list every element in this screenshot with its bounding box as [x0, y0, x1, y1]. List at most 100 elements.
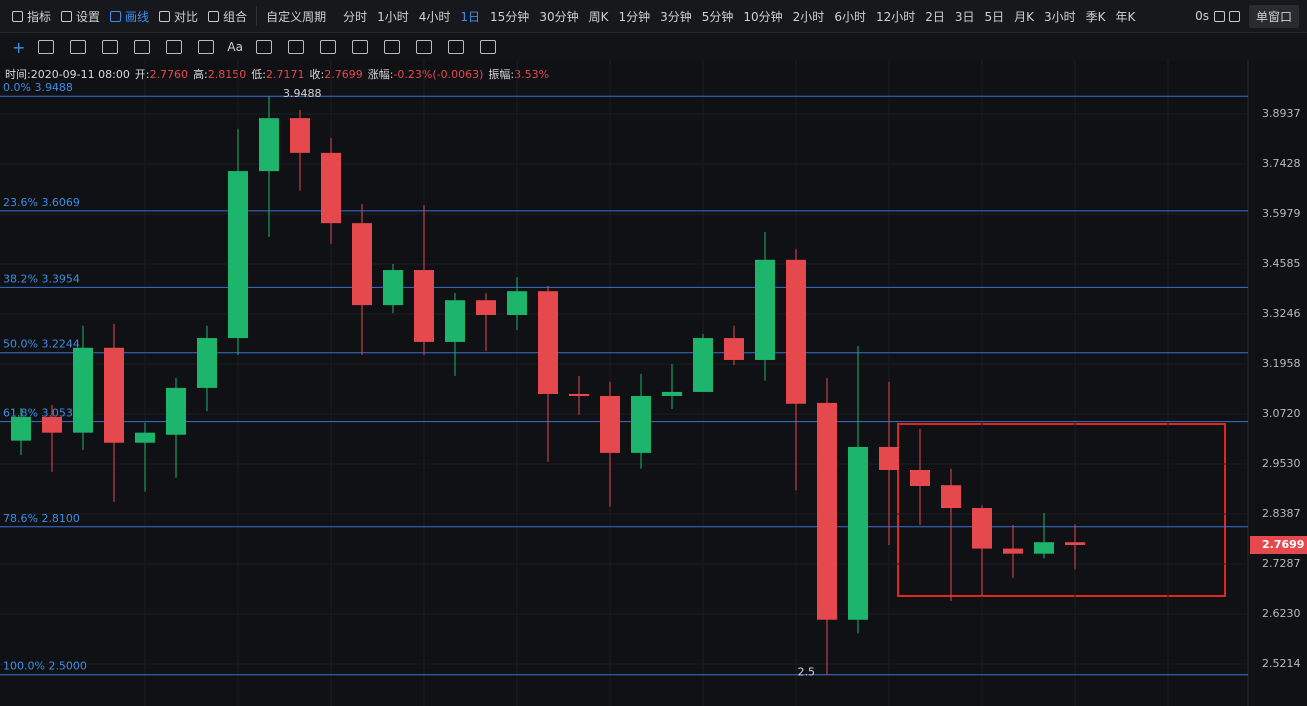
brush-tool[interactable]	[319, 40, 336, 54]
candle-body	[910, 469, 930, 487]
candle-body	[693, 338, 713, 392]
period-button[interactable]: 3小时	[1044, 9, 1076, 24]
period-button[interactable]: 5日	[984, 9, 1005, 24]
y-tick-label: 2.8387	[1262, 507, 1301, 520]
tool-label: 画线	[125, 9, 150, 24]
tool-label: 组合	[223, 9, 248, 24]
candle-body	[507, 291, 527, 315]
candle-body	[662, 391, 682, 396]
info-label: 低:	[251, 68, 266, 81]
y-tick-label: 2.5214	[1262, 657, 1301, 670]
candle-body	[538, 291, 558, 394]
low-annotation: 2.5	[798, 666, 816, 679]
tool-icon	[110, 10, 122, 22]
text-tool[interactable]: Aa	[227, 40, 243, 54]
y-tick-label: 3.1958	[1262, 357, 1301, 370]
period-button[interactable]: 分时	[343, 9, 368, 24]
tool-icon	[208, 10, 220, 22]
candle-body	[1034, 542, 1054, 554]
pattern-tool[interactable]	[166, 40, 183, 54]
tool-button[interactable]: 对比	[159, 8, 198, 25]
drawing-toolbar: + Aa	[0, 33, 1307, 61]
fib-label: 100.0% 2.5000	[3, 660, 87, 673]
info-value: 2.7760	[149, 68, 189, 81]
fib-label: 50.0% 3.2244	[3, 338, 80, 351]
candle-body	[42, 416, 62, 433]
candle-body	[104, 347, 124, 443]
fib-label: 23.6% 3.6069	[3, 196, 80, 209]
tool-icon	[12, 10, 23, 22]
period-button[interactable]: 2小时	[792, 9, 825, 24]
select-tool[interactable]	[447, 40, 464, 54]
candle-body	[383, 270, 403, 306]
period-button[interactable]: 2日	[925, 9, 945, 24]
candle-body	[414, 270, 434, 342]
info-value: 3.53%	[514, 68, 550, 81]
period-button[interactable]: 15分钟	[490, 9, 530, 24]
tool-button[interactable]: 指标	[12, 8, 51, 25]
candle-body	[879, 446, 899, 470]
candle-body	[197, 338, 217, 388]
channel-tool[interactable]	[70, 40, 87, 54]
lock-tool[interactable]	[383, 40, 400, 54]
period-button[interactable]: 10分钟	[743, 9, 783, 24]
period-button[interactable]: 1日	[460, 9, 481, 24]
candle-body	[941, 485, 961, 509]
ruler-tool[interactable]	[287, 40, 304, 54]
timer: 0s	[1195, 9, 1209, 23]
custom-period[interactable]: 自定义周期	[266, 9, 327, 24]
candle-body	[476, 300, 496, 315]
candle-body	[1065, 542, 1085, 545]
y-tick-label: 3.7428	[1262, 157, 1301, 170]
crosshair-tool[interactable]: +	[12, 37, 26, 57]
fib-tool[interactable]	[134, 40, 151, 54]
candle-body	[1003, 548, 1023, 554]
info-label: 高:	[193, 68, 208, 81]
period-button[interactable]: 30分钟	[539, 9, 579, 24]
period-button[interactable]: 月K	[1014, 9, 1035, 24]
tool-button[interactable]: 组合	[208, 8, 247, 25]
candle-tool[interactable]	[351, 40, 368, 54]
candle-body	[11, 416, 31, 441]
period-button[interactable]: 5分钟	[701, 9, 734, 24]
price-tag	[1250, 535, 1307, 554]
delete-tool[interactable]	[479, 40, 496, 54]
tool-label: 设置	[76, 9, 101, 24]
copy-tool[interactable]	[415, 40, 432, 54]
window-select[interactable]: 单窗口	[1248, 4, 1299, 28]
period-button[interactable]: 1小时	[377, 9, 409, 24]
tool-button[interactable]: 画线	[110, 8, 149, 25]
measure-tool[interactable]	[198, 40, 215, 54]
info-time: 时间:2020-09-11 08:00	[5, 68, 130, 81]
drawn-rectangle	[897, 423, 1226, 597]
y-tick-label: 3.5979	[1262, 207, 1301, 220]
info-value: 2.7171	[266, 68, 305, 81]
info-label: 收:	[309, 68, 325, 81]
period-button[interactable]: 4小时	[418, 9, 451, 24]
tool-button[interactable]: 设置	[61, 8, 100, 25]
period-button[interactable]: 3日	[954, 9, 975, 24]
candle-body	[786, 259, 806, 404]
period-button[interactable]: 6小时	[834, 9, 866, 24]
settings-icon[interactable]	[1228, 10, 1240, 22]
period-button[interactable]: 1分钟	[618, 9, 651, 24]
fullscreen-icon[interactable]	[1213, 10, 1225, 22]
high-annotation: 3.9488	[283, 87, 322, 100]
candle-body	[73, 347, 93, 433]
y-tick-label: 2.9530	[1262, 457, 1301, 470]
period-button[interactable]: 12小时	[875, 9, 916, 24]
period-button[interactable]: 年K	[1115, 9, 1136, 24]
info-value: -0.23%(-0.0063)	[393, 68, 484, 81]
info-line: 时间:2020-09-11 08:00 开:2.7760 高:2.8150 低:2.7…	[5, 66, 554, 82]
period-button[interactable]: 3分钟	[660, 9, 692, 24]
shape-tool[interactable]	[102, 40, 119, 54]
top-toolbar: 指标 设置 画线 对比 组合 自定义周期 分时 1小时 4小时 1日 15分钟 30分钟 周K 1分钟 3分…	[0, 0, 1307, 33]
period-button[interactable]: 周K	[588, 9, 609, 24]
info-label: 开:	[134, 68, 150, 81]
separator	[256, 6, 258, 26]
period-button[interactable]: 季K	[1085, 9, 1106, 24]
magnet-tool[interactable]	[255, 40, 272, 54]
line-tool[interactable]	[38, 40, 55, 54]
y-tick-label: 2.6230	[1262, 607, 1301, 620]
